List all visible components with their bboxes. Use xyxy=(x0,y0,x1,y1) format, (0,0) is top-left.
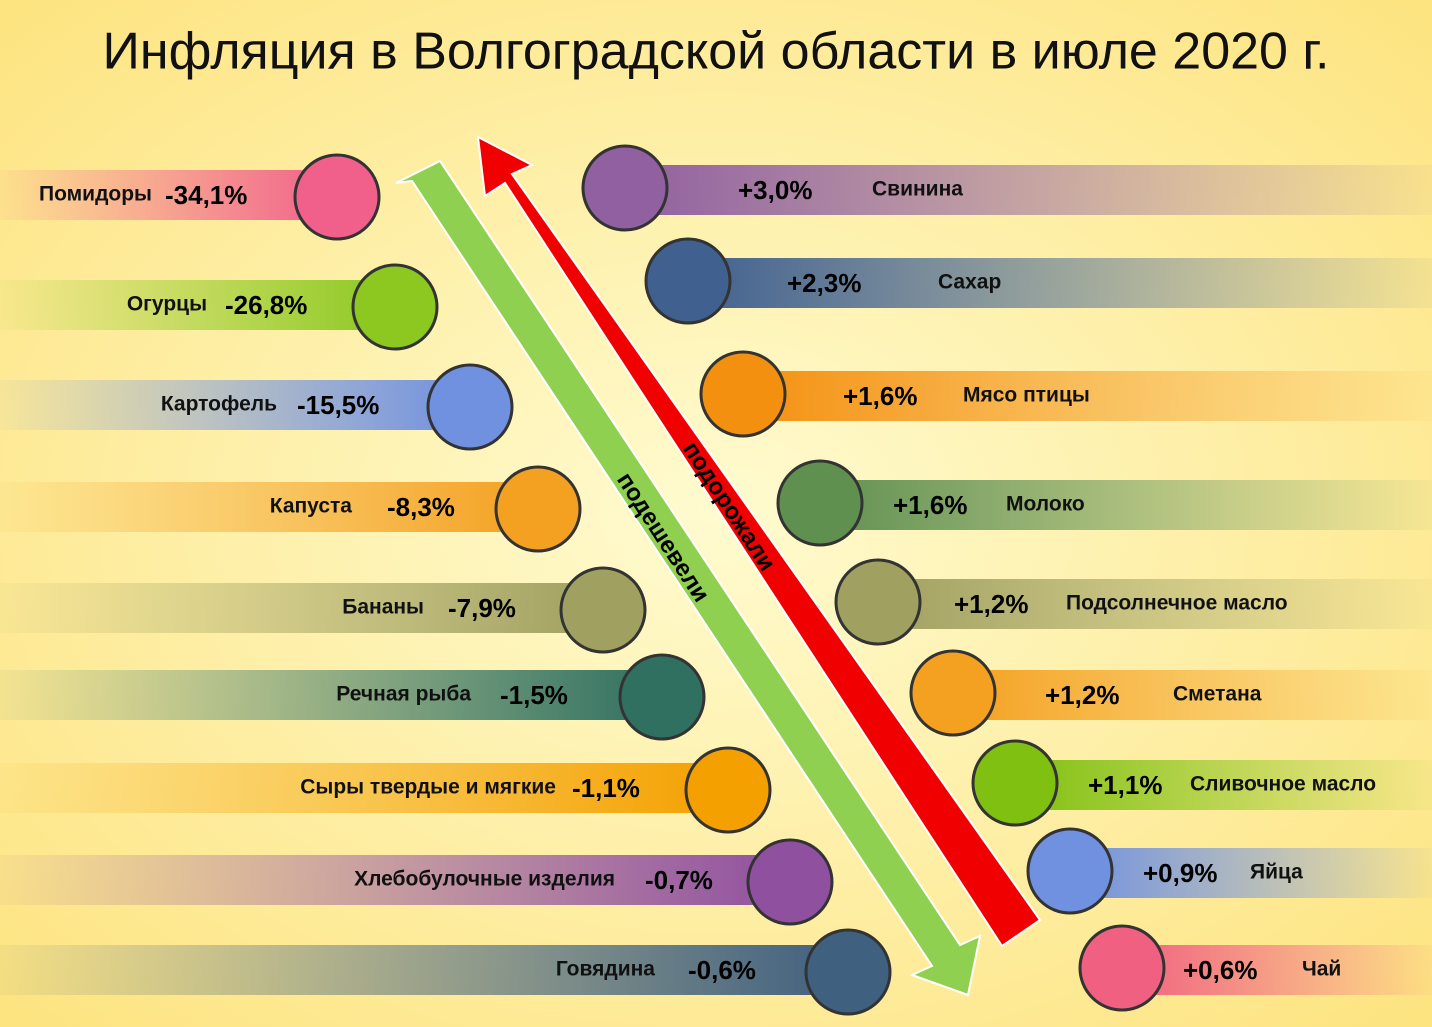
item-change: +1,2% xyxy=(954,589,1028,619)
item-change: +1,2% xyxy=(1045,680,1119,710)
item-name: Хлебобулочные изделия xyxy=(354,868,615,891)
bar xyxy=(0,763,728,813)
bar xyxy=(878,579,1432,629)
item-change: -34,1% xyxy=(165,180,247,210)
icon xyxy=(559,566,647,654)
item-change: -8,3% xyxy=(387,492,455,522)
item-change: +1,6% xyxy=(843,381,917,411)
item-change: +0,6% xyxy=(1183,955,1257,985)
icon xyxy=(1026,827,1114,915)
item-change: +2,3% xyxy=(787,268,861,298)
item-name: Чай xyxy=(1302,958,1341,981)
item-name: Яйца xyxy=(1250,861,1303,884)
item-name: Капуста xyxy=(270,495,353,518)
item-name: Молоко xyxy=(1006,493,1085,516)
rows: Помидоры -34,1% Огурцы -26,8% Картофель -15,5… xyxy=(0,144,1432,1016)
item-name: Мясо птицы xyxy=(963,384,1090,407)
item-change: +0,9% xyxy=(1143,858,1217,888)
icon xyxy=(699,350,787,438)
item-change: -7,9% xyxy=(448,593,516,623)
icon xyxy=(746,838,834,926)
icon xyxy=(684,746,772,834)
bar xyxy=(0,855,790,905)
bar xyxy=(1015,760,1432,810)
icon xyxy=(909,649,997,737)
arrow-up xyxy=(476,135,1042,948)
icon xyxy=(971,739,1059,827)
icon xyxy=(1078,924,1166,1012)
item-change: -15,5% xyxy=(297,390,379,420)
item-name: Бананы xyxy=(342,596,424,619)
item-name: Свинина xyxy=(872,178,963,201)
item-name: Сметана xyxy=(1173,683,1262,706)
item-change: -0,6% xyxy=(688,955,756,985)
bar xyxy=(953,670,1432,720)
icon xyxy=(351,263,439,351)
bar xyxy=(688,258,1432,308)
icon xyxy=(293,153,381,241)
item-name: Подсолнечное масло xyxy=(1066,592,1288,615)
icon xyxy=(644,237,732,325)
item-name: Сливочное масло xyxy=(1190,773,1376,796)
icon xyxy=(618,653,706,741)
icon xyxy=(804,928,892,1016)
item-change: +1,1% xyxy=(1088,770,1162,800)
title: Инфляция в Волгоградской области в июле … xyxy=(102,23,1329,81)
icon xyxy=(426,363,514,451)
item-name: Картофель xyxy=(161,393,277,416)
item-name: Речная рыба xyxy=(336,683,471,706)
bar xyxy=(0,583,603,633)
arrow-down xyxy=(395,159,982,997)
item-name: Помидоры xyxy=(39,183,152,206)
item-change: -1,5% xyxy=(500,680,568,710)
item-change: -0,7% xyxy=(645,865,713,895)
bar xyxy=(1122,945,1432,995)
item-name: Сыры твердые и мягкие xyxy=(300,776,556,799)
bar xyxy=(1070,848,1432,898)
bar xyxy=(0,170,337,220)
item-change: -26,8% xyxy=(225,290,307,320)
bar xyxy=(0,945,848,995)
bar xyxy=(743,371,1432,421)
bar xyxy=(0,482,538,532)
item-name: Сахар xyxy=(938,271,1001,294)
icon xyxy=(494,465,582,553)
item-change: +3,0% xyxy=(738,175,812,205)
item-name: Огурцы xyxy=(127,293,207,316)
item-change: -1,1% xyxy=(572,773,640,803)
item-change: +1,6% xyxy=(893,490,967,520)
bar xyxy=(625,165,1432,215)
icon xyxy=(776,459,864,547)
bar xyxy=(0,280,395,330)
item-name: Говядина xyxy=(556,958,655,981)
bar xyxy=(0,380,470,430)
bar xyxy=(820,480,1432,530)
icon xyxy=(581,144,669,232)
bar xyxy=(0,670,662,720)
icon xyxy=(834,558,922,646)
